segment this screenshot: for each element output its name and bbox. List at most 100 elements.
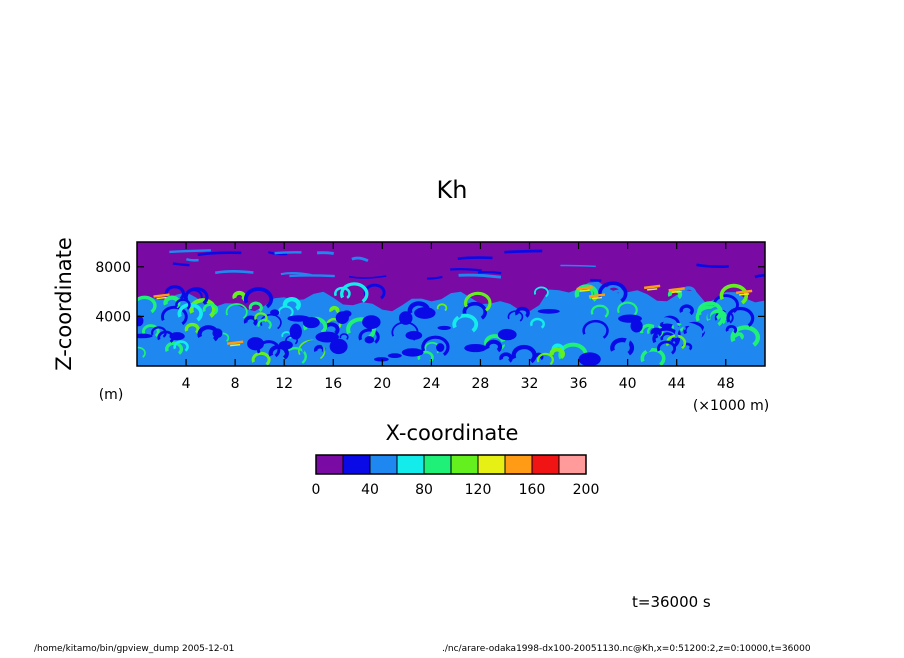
field-hotspot xyxy=(153,293,170,298)
field-blob xyxy=(137,333,153,339)
field-hotspot xyxy=(576,285,593,291)
field-swirl xyxy=(462,301,488,320)
colorbar-swatch xyxy=(396,454,425,475)
field-filament xyxy=(274,251,302,255)
field-hotspot-edge xyxy=(156,296,167,300)
field-hotspot xyxy=(644,284,661,290)
field-swirl xyxy=(137,295,157,314)
x-tick-label: 32 xyxy=(521,376,539,392)
field-swirl xyxy=(660,315,680,330)
field-layer xyxy=(137,242,765,366)
field-filament xyxy=(477,270,502,275)
field-filament xyxy=(172,262,190,267)
field-swirl xyxy=(329,305,340,314)
chart-title: Kh xyxy=(437,176,468,204)
field-blob xyxy=(335,311,349,324)
field-swirl xyxy=(536,352,554,366)
field-filament xyxy=(214,270,254,275)
field-blob xyxy=(247,337,264,351)
field-swirl xyxy=(358,328,380,344)
x-tick-label: 4 xyxy=(182,376,191,392)
field-swirl xyxy=(610,337,635,356)
field-filament xyxy=(289,274,335,278)
field-filament xyxy=(169,249,211,254)
colorbar-swatch xyxy=(558,454,587,475)
colorbar-tick-label: 200 xyxy=(573,482,600,498)
field-swirl xyxy=(142,324,160,338)
field-swirl xyxy=(656,340,677,355)
x-tick-label: 28 xyxy=(472,376,490,392)
field-swirl xyxy=(680,286,697,298)
colorbar-tick-label: 160 xyxy=(519,482,546,498)
field-filament xyxy=(351,256,369,263)
plot-area xyxy=(137,242,765,366)
field-filament xyxy=(458,273,502,279)
field-swirl xyxy=(674,322,703,343)
field-blob xyxy=(497,328,517,341)
field-filament xyxy=(457,256,493,261)
field-blob xyxy=(387,353,402,359)
field-swirl xyxy=(225,303,248,319)
field-swirl xyxy=(719,283,749,305)
field-blob xyxy=(398,311,413,325)
field-swirl xyxy=(339,333,349,340)
y-axis-unit: (m) xyxy=(99,387,124,403)
field-filament xyxy=(696,263,729,269)
field-hotspot-edge xyxy=(647,288,658,291)
footer-right: ./nc/arare-odaka1998-dx100-20051130.nc@K… xyxy=(442,644,811,654)
field-swirl xyxy=(625,333,653,353)
field-blob xyxy=(137,315,144,327)
field-swirl xyxy=(302,340,325,357)
field-swirl xyxy=(177,303,203,322)
field-hotspot-edge xyxy=(579,289,590,292)
colorbar-tick-label: 120 xyxy=(465,482,492,498)
field-swirl xyxy=(464,291,492,312)
field-blob xyxy=(414,307,436,319)
colorbar-swatch xyxy=(504,454,533,475)
field-filament xyxy=(197,251,242,257)
field-swirl xyxy=(530,317,545,329)
field-filament xyxy=(590,278,602,282)
field-swirl xyxy=(652,327,681,348)
x-axis: 4 8 12 16 20 24 28 32 36 40 44 48 xyxy=(182,242,735,392)
y-tick-label: 8000 xyxy=(95,260,131,276)
colorbar-swatch xyxy=(477,454,506,475)
field-swirl xyxy=(515,306,530,318)
field-swirl xyxy=(555,291,567,301)
colorbar-swatch xyxy=(369,454,398,475)
field-blob xyxy=(362,315,381,329)
field-swirl xyxy=(421,335,450,356)
field-swirl xyxy=(640,347,666,366)
x-tick-label: 8 xyxy=(231,376,240,392)
field-swirl xyxy=(243,315,258,326)
field-filament xyxy=(754,273,765,279)
field-swirl xyxy=(549,347,565,359)
colorbar-swatch xyxy=(342,454,371,475)
field-swirl xyxy=(173,340,189,352)
field-blob xyxy=(270,309,280,316)
field-blob xyxy=(212,328,223,339)
colorbar-swatch xyxy=(423,454,452,475)
x-tick-label: 40 xyxy=(619,376,637,392)
field-blob xyxy=(169,332,185,341)
field-blob xyxy=(436,343,445,352)
x-tick-label: 12 xyxy=(275,376,293,392)
colorbar-tick-label: 80 xyxy=(415,482,433,498)
field-swirl xyxy=(734,332,744,340)
field-swirl xyxy=(251,351,271,366)
field-blob xyxy=(537,308,560,314)
field-swirl xyxy=(617,301,638,317)
field-swirl xyxy=(277,305,294,318)
field-hotspot-edge xyxy=(591,296,603,300)
colorbar-tick-label: 40 xyxy=(361,482,379,498)
field-swirl xyxy=(452,313,479,333)
field-filament xyxy=(316,251,334,255)
field-swirl xyxy=(599,293,617,306)
colorbar-ticks: 0 40 80 120 160 200 xyxy=(312,482,600,498)
field-filament xyxy=(280,271,312,277)
field-swirl xyxy=(654,317,678,335)
field-filament xyxy=(560,264,596,268)
field-hotspot-edge xyxy=(739,293,750,296)
colorbar-swatch xyxy=(450,454,479,475)
field-blob xyxy=(401,348,424,357)
